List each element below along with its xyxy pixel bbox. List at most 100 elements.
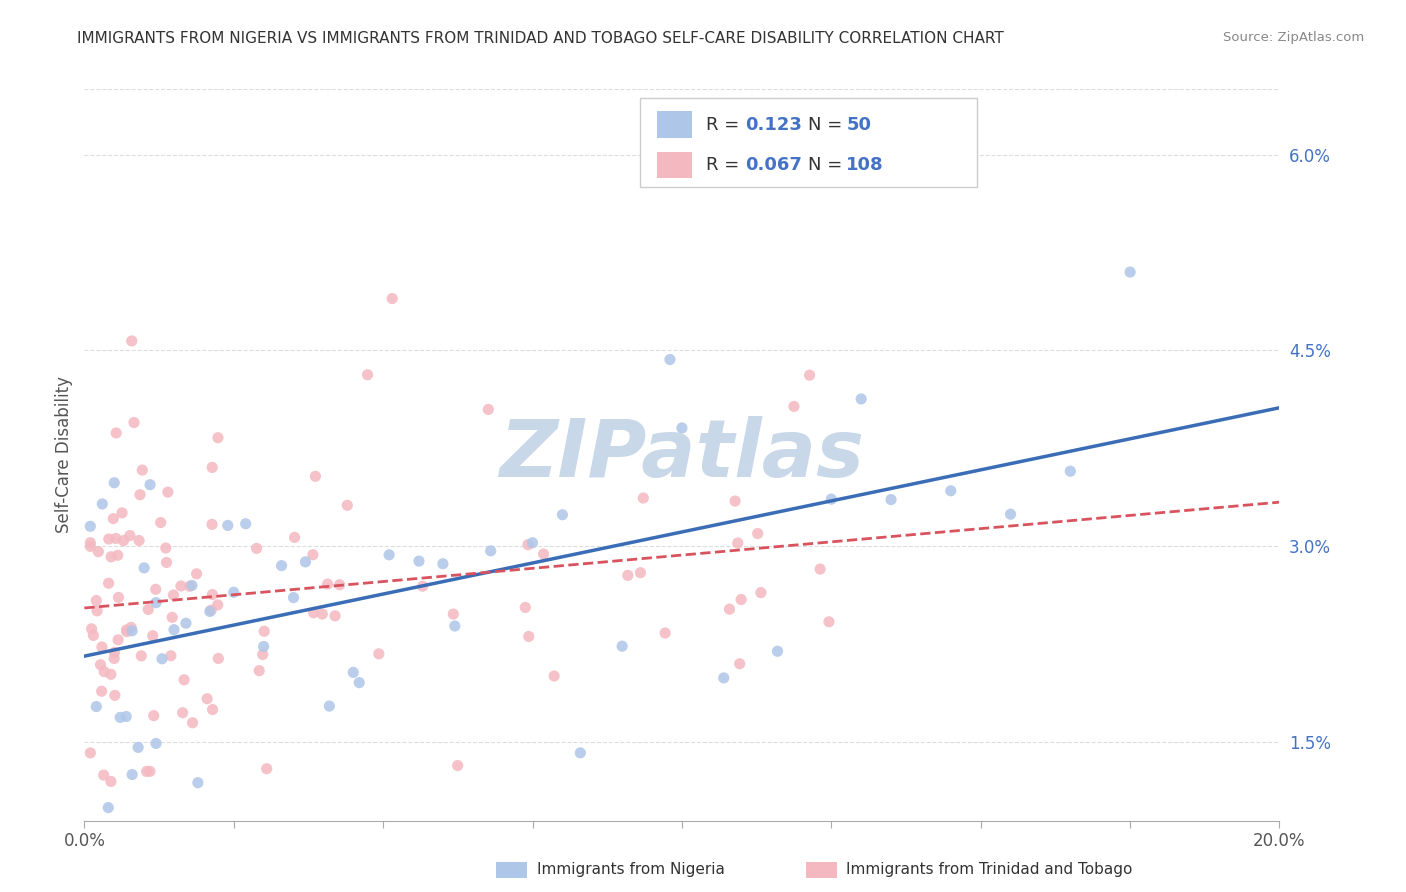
- Point: [617, 568, 640, 582]
- Point: [329, 578, 352, 592]
- Point: [89, 657, 111, 672]
- Point: [349, 675, 371, 690]
- Point: [87, 544, 110, 558]
- Point: [1000, 507, 1022, 521]
- Point: [179, 579, 201, 593]
- Point: [132, 561, 156, 575]
- Point: [200, 603, 222, 617]
- Point: [107, 549, 129, 563]
- Point: [100, 549, 122, 564]
- Point: [104, 532, 127, 546]
- Point: [294, 555, 316, 569]
- Point: [245, 541, 267, 556]
- Point: [247, 664, 270, 678]
- Point: [207, 431, 229, 445]
- Point: [612, 639, 634, 653]
- Point: [671, 421, 693, 435]
- Point: [135, 764, 157, 779]
- Point: [441, 607, 464, 621]
- Point: [551, 508, 574, 522]
- Point: [479, 544, 502, 558]
- Point: [155, 541, 177, 555]
- Point: [86, 593, 108, 607]
- Point: [302, 606, 325, 620]
- Point: [304, 469, 326, 483]
- Point: [201, 460, 224, 475]
- Point: [163, 623, 186, 637]
- Text: ZIPatlas: ZIPatlas: [499, 416, 865, 494]
- Point: [477, 402, 499, 417]
- Point: [633, 491, 655, 505]
- Point: [121, 767, 143, 781]
- Point: [252, 648, 274, 662]
- Point: [187, 775, 209, 789]
- Point: [217, 518, 239, 533]
- Point: [181, 578, 204, 592]
- Point: [129, 648, 152, 663]
- Point: [172, 706, 194, 720]
- Point: [336, 498, 359, 512]
- Point: [628, 566, 651, 580]
- Point: [103, 475, 125, 490]
- Point: [111, 506, 134, 520]
- Text: N =: N =: [808, 156, 848, 174]
- Point: [90, 640, 112, 654]
- Point: [156, 485, 179, 500]
- Point: [100, 667, 122, 681]
- Point: [432, 557, 454, 571]
- Point: [444, 619, 467, 633]
- Point: [659, 352, 682, 367]
- Point: [522, 535, 544, 549]
- Point: [93, 665, 115, 679]
- Point: [724, 494, 747, 508]
- Text: 108: 108: [846, 156, 884, 174]
- Text: 50: 50: [846, 116, 872, 134]
- Point: [145, 582, 167, 597]
- Point: [155, 556, 177, 570]
- Point: [121, 334, 143, 348]
- Point: [408, 554, 430, 568]
- Point: [1059, 464, 1081, 478]
- Text: 0.067: 0.067: [745, 156, 801, 174]
- Point: [103, 511, 125, 525]
- Point: [799, 368, 821, 383]
- Text: IMMIGRANTS FROM NIGERIA VS IMMIGRANTS FROM TRINIDAD AND TOBAGO SELF-CARE DISABIL: IMMIGRANTS FROM NIGERIA VS IMMIGRANTS FR…: [77, 31, 1004, 46]
- Point: [91, 497, 114, 511]
- Point: [97, 532, 120, 546]
- Point: [515, 600, 537, 615]
- Point: [195, 691, 218, 706]
- Point: [323, 608, 346, 623]
- Point: [112, 533, 135, 548]
- Text: Source: ZipAtlas.com: Source: ZipAtlas.com: [1223, 31, 1364, 45]
- Point: [818, 615, 841, 629]
- Point: [783, 400, 806, 414]
- Point: [749, 585, 772, 599]
- Point: [145, 596, 167, 610]
- Point: [381, 292, 404, 306]
- Point: [142, 629, 165, 643]
- Point: [517, 630, 540, 644]
- Point: [207, 598, 229, 612]
- Point: [181, 715, 204, 730]
- Point: [86, 604, 108, 618]
- Text: Immigrants from Trinidad and Tobago: Immigrants from Trinidad and Tobago: [846, 863, 1133, 877]
- Point: [356, 368, 378, 382]
- Point: [104, 689, 127, 703]
- Point: [569, 746, 592, 760]
- Point: [318, 699, 340, 714]
- Point: [728, 657, 751, 671]
- Point: [808, 562, 831, 576]
- Point: [201, 588, 224, 602]
- Point: [880, 492, 903, 507]
- Point: [222, 585, 245, 599]
- Point: [198, 604, 221, 618]
- Point: [145, 736, 167, 750]
- Point: [131, 463, 153, 477]
- Point: [186, 566, 208, 581]
- Point: [730, 592, 752, 607]
- Point: [316, 577, 339, 591]
- Point: [90, 684, 112, 698]
- Point: [543, 669, 565, 683]
- Point: [311, 607, 333, 621]
- Point: [97, 800, 120, 814]
